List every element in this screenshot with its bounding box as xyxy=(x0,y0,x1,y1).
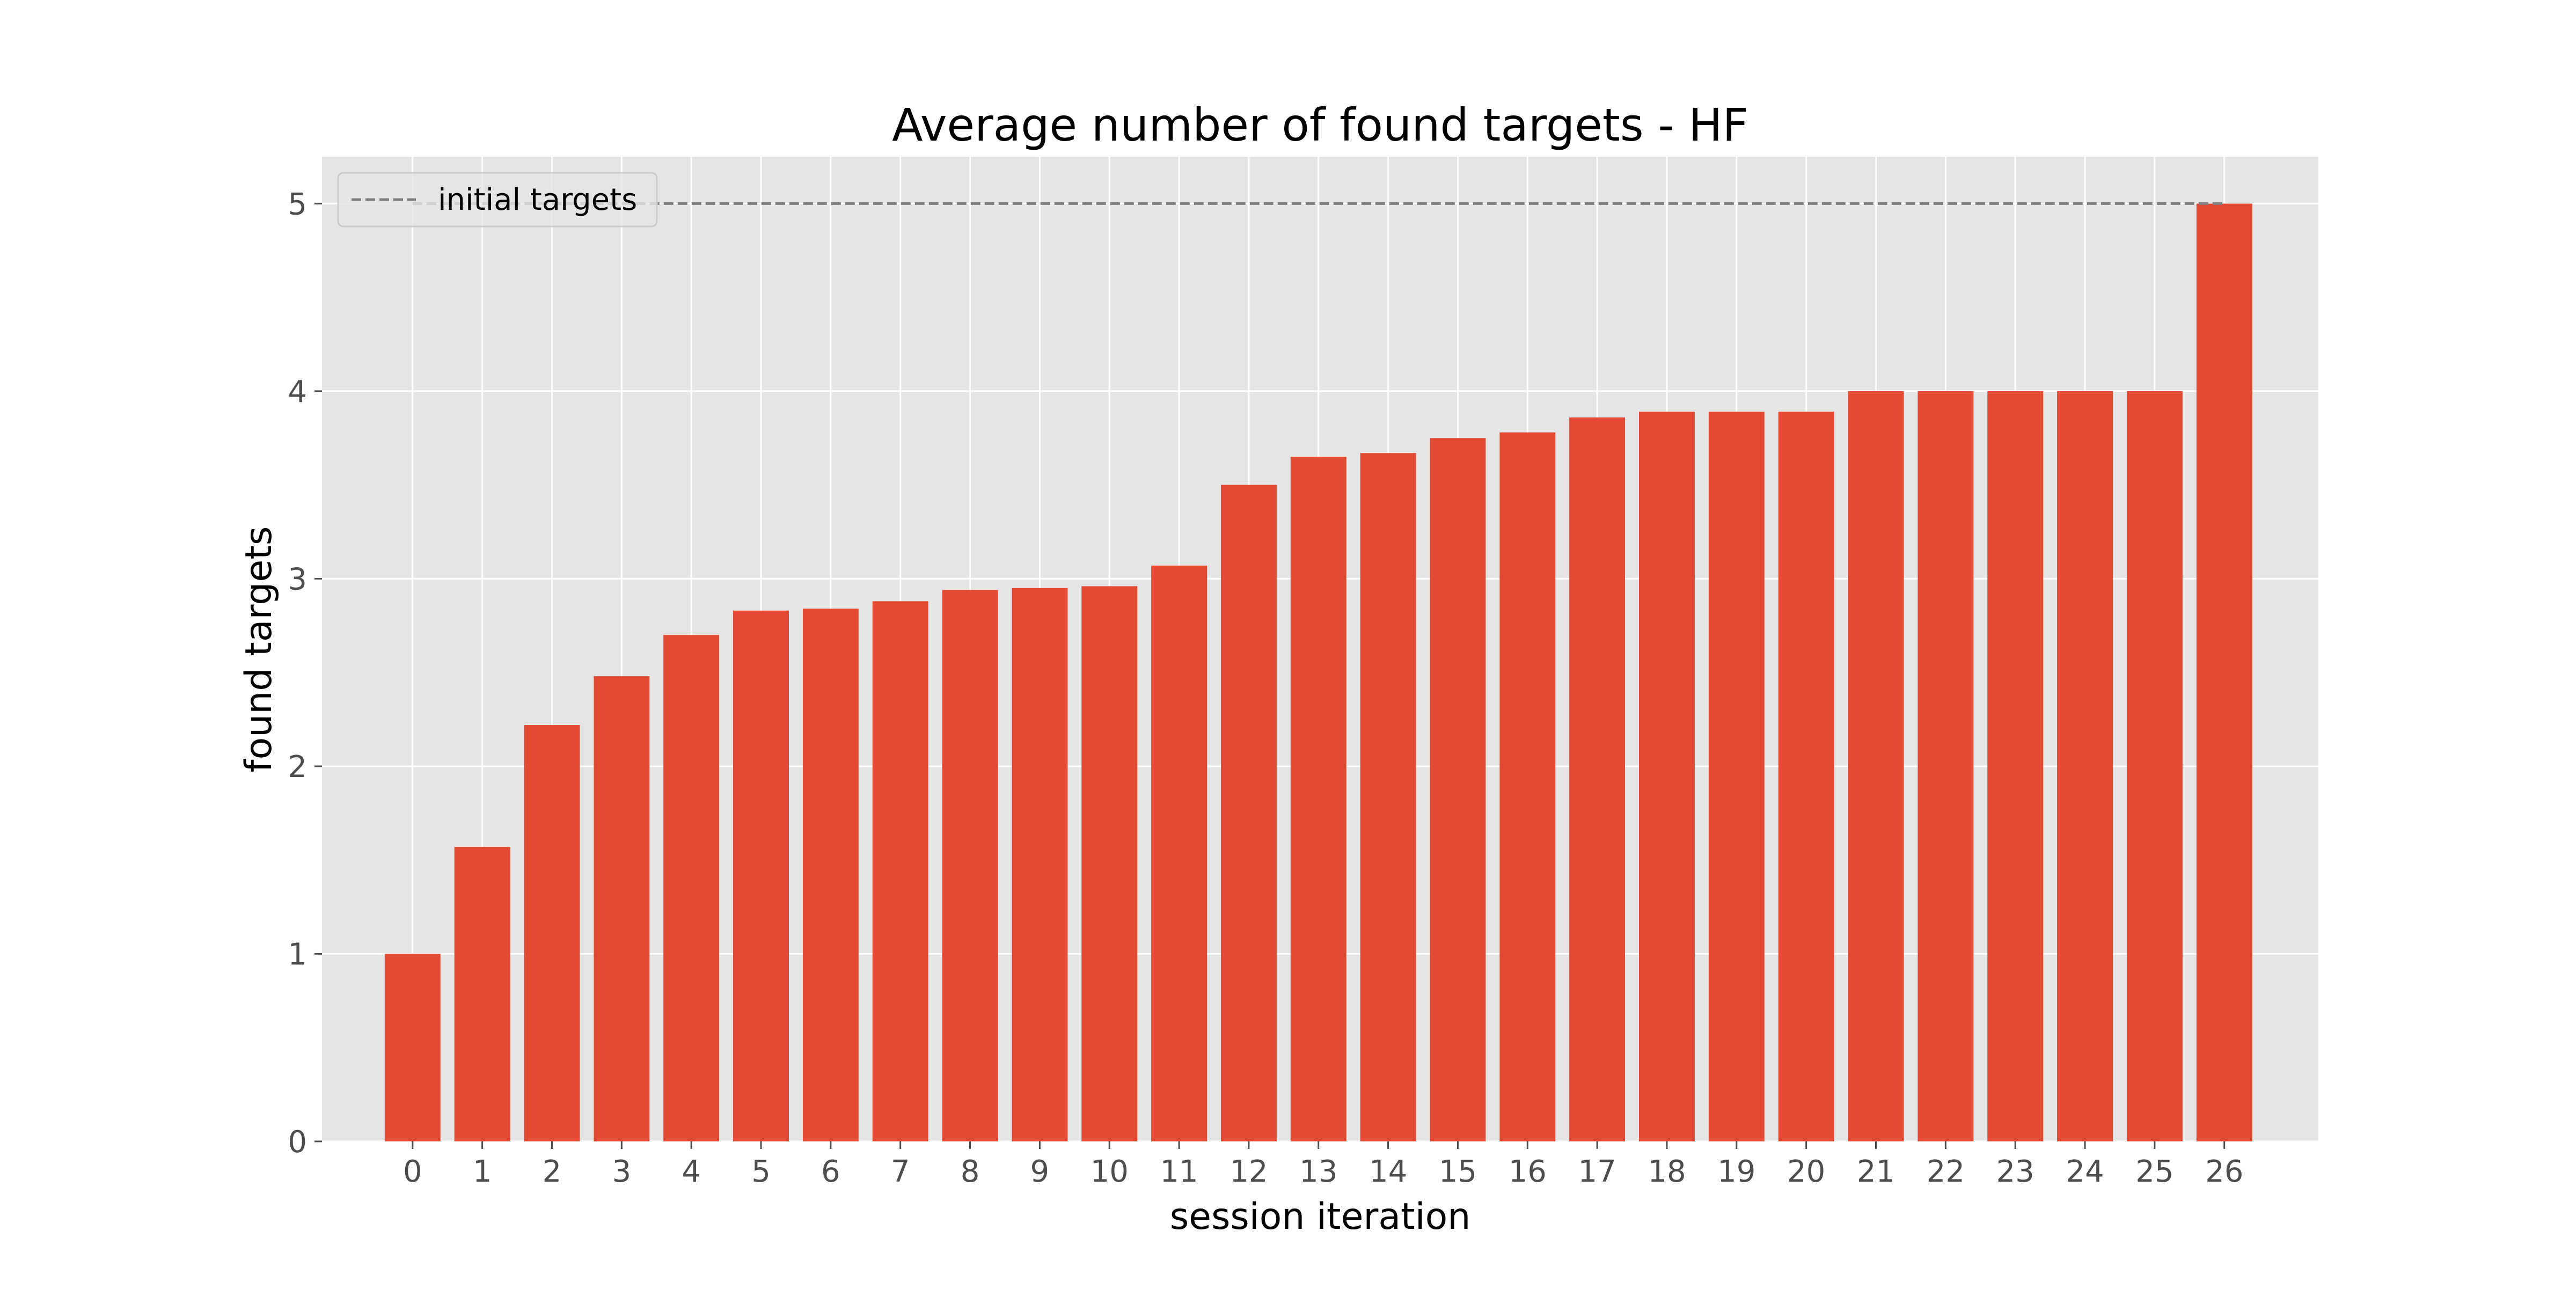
x-tick-label: 3 xyxy=(612,1154,632,1189)
bar-8 xyxy=(942,590,998,1141)
bar-4 xyxy=(663,635,720,1141)
bar-0 xyxy=(384,954,441,1141)
x-tick-label: 19 xyxy=(1717,1154,1755,1189)
bar-3 xyxy=(594,676,650,1141)
x-tick-label: 10 xyxy=(1091,1154,1129,1189)
bar-5 xyxy=(733,610,789,1141)
y-axis-label: found targets xyxy=(238,526,280,773)
x-tick-label: 17 xyxy=(1578,1154,1616,1189)
y-tick-label: 4 xyxy=(288,375,307,409)
y-tick-label: 2 xyxy=(288,750,307,785)
x-tick-label: 20 xyxy=(1787,1154,1825,1189)
x-tick-label: 21 xyxy=(1857,1154,1895,1189)
legend-label: initial targets xyxy=(438,182,637,217)
legend: initial targets xyxy=(337,172,658,228)
bar-6 xyxy=(802,609,859,1141)
bar-21 xyxy=(1848,391,1904,1141)
x-tick-label: 11 xyxy=(1160,1154,1198,1189)
bar-12 xyxy=(1220,485,1277,1141)
x-tick-label: 18 xyxy=(1648,1154,1686,1189)
bar-17 xyxy=(1569,417,1626,1141)
x-tick-label: 23 xyxy=(1996,1154,2035,1189)
bars xyxy=(384,203,2252,1142)
y-tick-label: 0 xyxy=(288,1125,307,1160)
x-tick-label: 25 xyxy=(2135,1154,2174,1189)
x-tick-label: 6 xyxy=(821,1154,840,1189)
x-tick-label: 26 xyxy=(2205,1154,2243,1189)
bar-2 xyxy=(524,725,580,1141)
bar-14 xyxy=(1360,453,1416,1142)
x-tick-label: 4 xyxy=(682,1154,701,1189)
x-tick-label: 2 xyxy=(543,1154,562,1189)
bar-15 xyxy=(1430,438,1486,1142)
bar-23 xyxy=(1987,391,2044,1141)
bar-11 xyxy=(1151,565,1208,1141)
bar-20 xyxy=(1778,412,1834,1142)
y-tick-label: 5 xyxy=(288,187,307,222)
x-tick-label: 7 xyxy=(891,1154,910,1189)
x-tick-label: 1 xyxy=(473,1154,492,1189)
x-tick-label: 14 xyxy=(1369,1154,1407,1189)
bar-10 xyxy=(1081,586,1138,1141)
x-tick-label: 8 xyxy=(961,1154,980,1189)
bar-1 xyxy=(454,847,510,1141)
chart-title: Average number of found targets - HF xyxy=(892,99,1748,151)
bar-26 xyxy=(2196,203,2252,1141)
x-tick-label: 12 xyxy=(1230,1154,1268,1189)
y-tick-label: 1 xyxy=(288,937,307,972)
x-tick-label: 24 xyxy=(2066,1154,2104,1189)
x-tick-label: 13 xyxy=(1299,1154,1337,1189)
y-tick-label: 3 xyxy=(288,562,307,597)
x-tick-label: 9 xyxy=(1030,1154,1050,1189)
bar-16 xyxy=(1499,432,1556,1141)
bar-13 xyxy=(1290,457,1346,1142)
bar-7 xyxy=(872,601,928,1141)
x-tick-label: 16 xyxy=(1509,1154,1547,1189)
bar-24 xyxy=(2057,391,2113,1141)
bar-25 xyxy=(2126,391,2183,1141)
x-tick-label: 5 xyxy=(751,1154,771,1189)
legend-box xyxy=(337,172,658,228)
x-tick-label: 15 xyxy=(1439,1154,1477,1189)
bar-9 xyxy=(1012,588,1068,1141)
bar-18 xyxy=(1639,412,1695,1142)
bar-22 xyxy=(1918,391,1974,1141)
x-tick-label: 22 xyxy=(1927,1154,1965,1189)
x-tick-label: 0 xyxy=(403,1154,422,1189)
x-axis-label: session iteration xyxy=(1170,1196,1471,1238)
bar-19 xyxy=(1708,412,1765,1142)
